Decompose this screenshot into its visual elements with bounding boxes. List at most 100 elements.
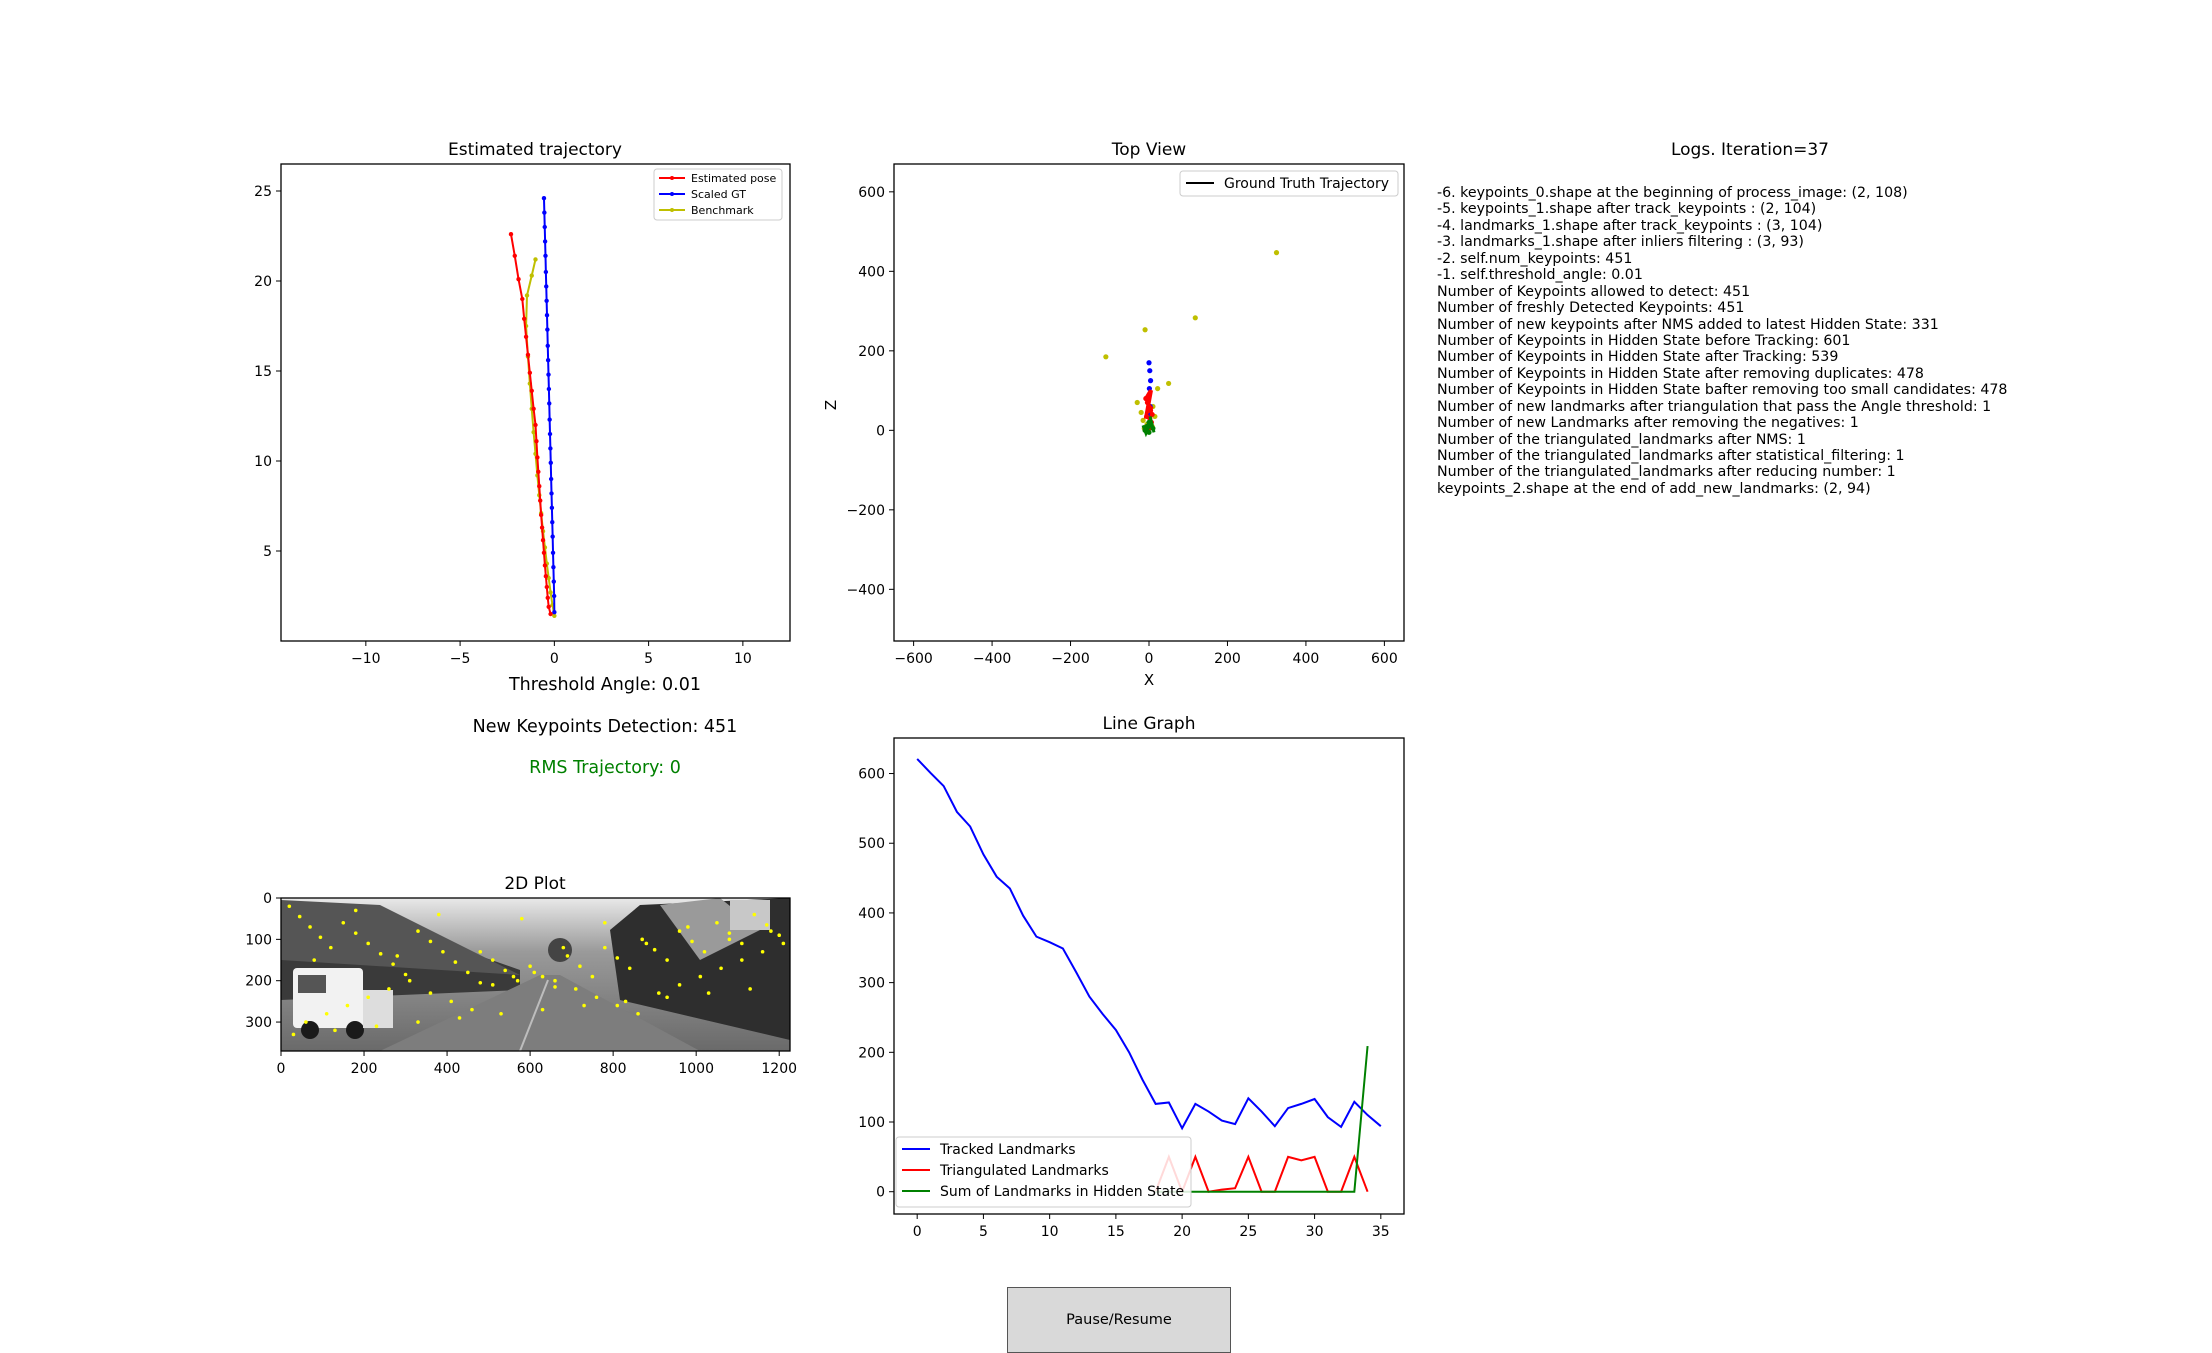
legend-sum-landmarks: Sum of Landmarks in Hidden State [940, 1184, 1184, 1200]
trajectory-point [533, 422, 538, 428]
trajectory-point [529, 273, 534, 278]
top-view-point [1138, 409, 1144, 416]
keypoint [528, 964, 532, 969]
trajectory-point [544, 284, 549, 289]
plot-2d-axes [280, 897, 791, 1052]
trajectory-point [542, 563, 548, 568]
line-graph-legend: Tracked Landmarks Triangulated Landmarks… [895, 1136, 1192, 1208]
keypoint [752, 912, 757, 917]
trajectory-point [550, 534, 555, 539]
top-view-plot: Top View −600 −400 −200 0 200 400 600 600 400 20… [822, 140, 1405, 689]
keypoint [686, 925, 690, 929]
legend-tracked-landmarks: Tracked Landmarks [939, 1142, 1076, 1158]
legend-ground-truth: Ground Truth Trajectory [1224, 176, 1389, 192]
trajectory-point [542, 224, 547, 230]
trajectory-point [541, 196, 547, 201]
keypoint [366, 941, 370, 946]
trajectory-point [545, 327, 550, 332]
top-ytick-label: 200 [858, 344, 885, 360]
top-view-yticks: 600 400 200 0 −200 −400 [847, 185, 894, 598]
keypoint [677, 929, 682, 933]
trajectory-point [537, 484, 542, 489]
logs-title: Logs. Iteration=37 [1671, 140, 1829, 160]
trajectory-point [546, 372, 551, 377]
keypoint [740, 958, 744, 962]
top-xtick-label: 400 [1293, 651, 1320, 667]
keypoint [615, 956, 620, 960]
p2d-ytick-label: 0 [263, 891, 272, 907]
trajectory-point [544, 298, 549, 303]
keypoint [748, 987, 752, 991]
keypoint [640, 937, 644, 942]
log-line: Number of Keypoints in Hidden State afte… [1437, 349, 1839, 366]
threshold-angle-text: Threshold Angle: 0.01 [508, 675, 701, 695]
p2d-ytick-label: 100 [245, 932, 272, 948]
keypoint [490, 958, 495, 962]
top-ytick-label: −400 [847, 582, 885, 598]
line-xtick-label: 5 [979, 1224, 988, 1240]
top-view-point [1155, 385, 1161, 392]
keypoint [503, 968, 507, 973]
keypoint [407, 978, 412, 983]
trajectory-point [531, 406, 536, 411]
trajectory-point [516, 277, 521, 282]
keypoint [540, 974, 545, 979]
trajectory-point [527, 370, 533, 375]
estimated-trajectory-yticks: 5 10 15 20 25 [254, 184, 281, 560]
log-line: -2. self.num_keypoints: 451 [1437, 250, 1633, 267]
top-xtick-label: 600 [1371, 651, 1398, 667]
keypoint [308, 925, 312, 929]
line-xtick-label: 20 [1173, 1224, 1191, 1240]
p2d-xtick-label: 600 [517, 1061, 544, 1077]
legend-scaled-gt: Scaled GT [691, 188, 746, 201]
estimated-trajectory-plot: Estimated trajectory −10 −5 0 5 10 5 10 15 20 25… [254, 140, 791, 667]
log-line: Number of the triangulated_landmarks aft… [1437, 431, 1806, 448]
pause-resume-button[interactable]: Pause/Resume [1007, 1287, 1231, 1353]
logs-panel: -6. keypoints_0.shape at the beginning o… [1437, 185, 2157, 497]
trajectory-point [547, 401, 552, 406]
trajectory-point [525, 352, 531, 357]
keypoint [623, 999, 628, 1004]
p2d-ytick-label: 300 [245, 1015, 272, 1031]
keypoint [391, 962, 395, 966]
keypoint [627, 966, 632, 971]
keypoint [760, 949, 765, 954]
keypoint [594, 995, 599, 1000]
trajectory-point [550, 520, 555, 525]
trajectory-point [548, 590, 553, 595]
top-view-cluster-red [1143, 389, 1154, 420]
trajectory-point [531, 430, 536, 435]
trajectory-point [548, 611, 553, 617]
top-view-ylabel: Z [822, 400, 840, 410]
trajectory-point [551, 565, 556, 570]
trajectory-point [548, 446, 553, 451]
line-xtick-label: 15 [1107, 1224, 1125, 1240]
top-view-point [1134, 399, 1140, 406]
trajectory-point [539, 525, 545, 530]
line-graph-plot: Line Graph 0 5 10 15 20 25 30 35 600 500 400 300 20… [858, 714, 1405, 1240]
traj-xtick-label: 10 [734, 651, 752, 667]
plot-2d-yticks: 0 100 200 300 [245, 891, 281, 1031]
top-view-point [1140, 417, 1146, 423]
keypoint [578, 964, 582, 969]
trajectory-point [548, 460, 553, 465]
top-view-point [1147, 368, 1153, 374]
keypoint [515, 978, 520, 983]
rms-trajectory-text: RMS Trajectory: 0 [529, 758, 681, 778]
log-line: Number of new keypoints after NMS added … [1437, 316, 1939, 333]
keypoint [690, 939, 694, 944]
keypoint [573, 987, 578, 991]
line-xtick-label: 30 [1306, 1224, 1324, 1240]
new-keypoints-text: New Keypoints Detection: 451 [473, 717, 738, 737]
keypoint [470, 1007, 474, 1012]
trajectory-point [542, 210, 547, 215]
keypoint [318, 935, 323, 940]
p2d-xtick-label: 200 [351, 1061, 378, 1077]
keypoint [449, 999, 454, 1004]
top-view-point [1103, 354, 1109, 360]
plot-2d-keypoints [287, 904, 786, 1037]
keypoint [324, 1011, 329, 1016]
keypoint [341, 921, 346, 925]
top-view-cluster-green [1141, 415, 1156, 438]
line-xtick-label: 25 [1239, 1224, 1257, 1240]
